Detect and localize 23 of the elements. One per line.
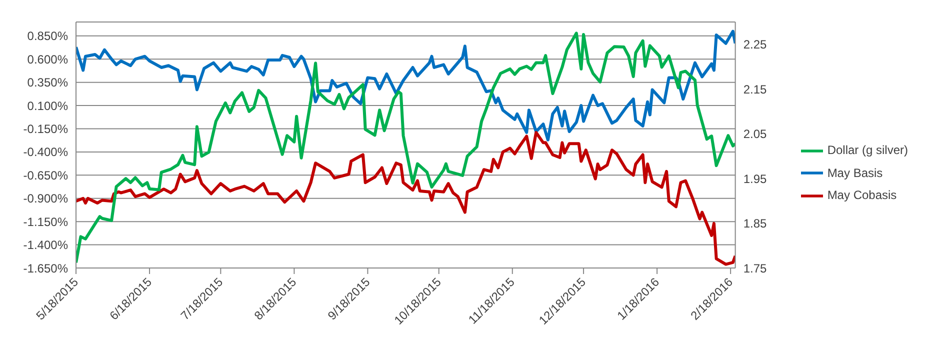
legend-label: May Basis <box>827 166 883 180</box>
y2-tick-label: 1.75 <box>743 261 767 276</box>
y-tick-label: -0.400% <box>23 145 68 160</box>
y-tick-label: 0.850% <box>27 29 68 44</box>
y-tick-label: -1.150% <box>23 214 68 229</box>
y-tick-label: 0.600% <box>27 52 68 66</box>
y-tick-label: -0.650% <box>23 168 68 182</box>
y-tick-label: -0.150% <box>23 122 68 136</box>
line-series <box>76 32 736 264</box>
y-tick-label: -0.900% <box>23 192 68 206</box>
y-tick-label: 0.100% <box>27 98 68 113</box>
y2-tick-label: 2.05 <box>743 127 767 142</box>
y2-tick-label: 2.15 <box>743 82 767 96</box>
line-series <box>76 30 736 142</box>
y-tick-label: -1.400% <box>23 238 68 252</box>
legend-label: Dollar (g silver) <box>827 142 908 157</box>
y-tick-label: -1.650% <box>23 261 68 276</box>
line-series <box>76 130 736 266</box>
y2-tick-label: 1.85 <box>743 216 767 231</box>
y2-tick-label: 2.25 <box>743 38 767 52</box>
legend-label: May Cobasis <box>827 188 897 202</box>
y2-tick-label: 1.95 <box>743 172 767 186</box>
y-tick-label: 0.350% <box>27 76 68 90</box>
